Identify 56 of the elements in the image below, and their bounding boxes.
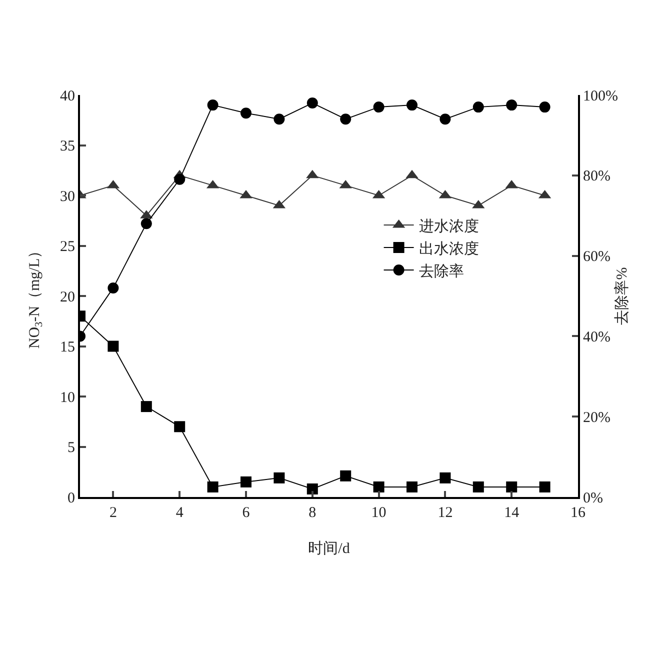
point (539, 481, 550, 492)
point (306, 483, 318, 494)
point (440, 472, 451, 484)
y2-tick-label: 20% (583, 410, 610, 426)
point (274, 114, 285, 125)
point (207, 100, 218, 111)
x-tick-label: 8 (308, 505, 316, 521)
legend-label: 去除率 (418, 262, 464, 280)
point (472, 102, 484, 113)
y2-tick-label: 80% (583, 168, 610, 185)
point (440, 114, 451, 125)
y2-tick-label: 0% (583, 490, 603, 506)
y-tick-label: 35 (60, 138, 75, 154)
x-tick-label: 12 (438, 505, 453, 521)
point (174, 174, 186, 185)
y-tick-label: 20 (60, 289, 75, 306)
point (174, 421, 186, 432)
y-tick-label: 30 (60, 188, 75, 205)
legend-label: 出水浓度 (418, 240, 479, 258)
point (406, 100, 418, 111)
y-tick-label: 5 (68, 440, 75, 456)
x-tick-label: 2 (109, 505, 117, 521)
y-tick-label: 40 (60, 88, 75, 104)
legend-label: 进水浓度 (418, 218, 479, 235)
y-tick-label: 10 (60, 390, 75, 406)
point (306, 98, 318, 109)
point (373, 102, 384, 113)
point (140, 218, 152, 230)
y2-tick-label: 40% (583, 329, 610, 346)
y-tick-label: 25 (60, 239, 75, 255)
point (240, 476, 252, 488)
point (506, 100, 518, 111)
point (274, 472, 285, 484)
point (108, 340, 119, 352)
point (340, 114, 352, 125)
point (472, 481, 484, 492)
x-axis-title: 时间/d (308, 540, 350, 557)
point (506, 481, 518, 492)
point (406, 481, 418, 492)
x-tick-label: 16 (570, 505, 586, 521)
x-tick-label: 10 (371, 505, 386, 521)
y-tick-label: 0 (68, 490, 75, 506)
x-tick-label: 6 (242, 505, 250, 521)
point (340, 470, 352, 482)
point (108, 282, 119, 294)
point (207, 481, 218, 492)
y2-tick-label: 60% (583, 249, 610, 266)
x-tick-label: 14 (504, 505, 520, 521)
point (539, 102, 550, 113)
x-tick-label: 4 (176, 505, 184, 521)
point (240, 108, 252, 119)
point (373, 481, 384, 492)
y-tick-label: 15 (60, 340, 75, 356)
point (140, 401, 152, 412)
y2-axis-title: 去除率% (614, 267, 630, 325)
y2-tick-label: 100% (583, 88, 618, 104)
